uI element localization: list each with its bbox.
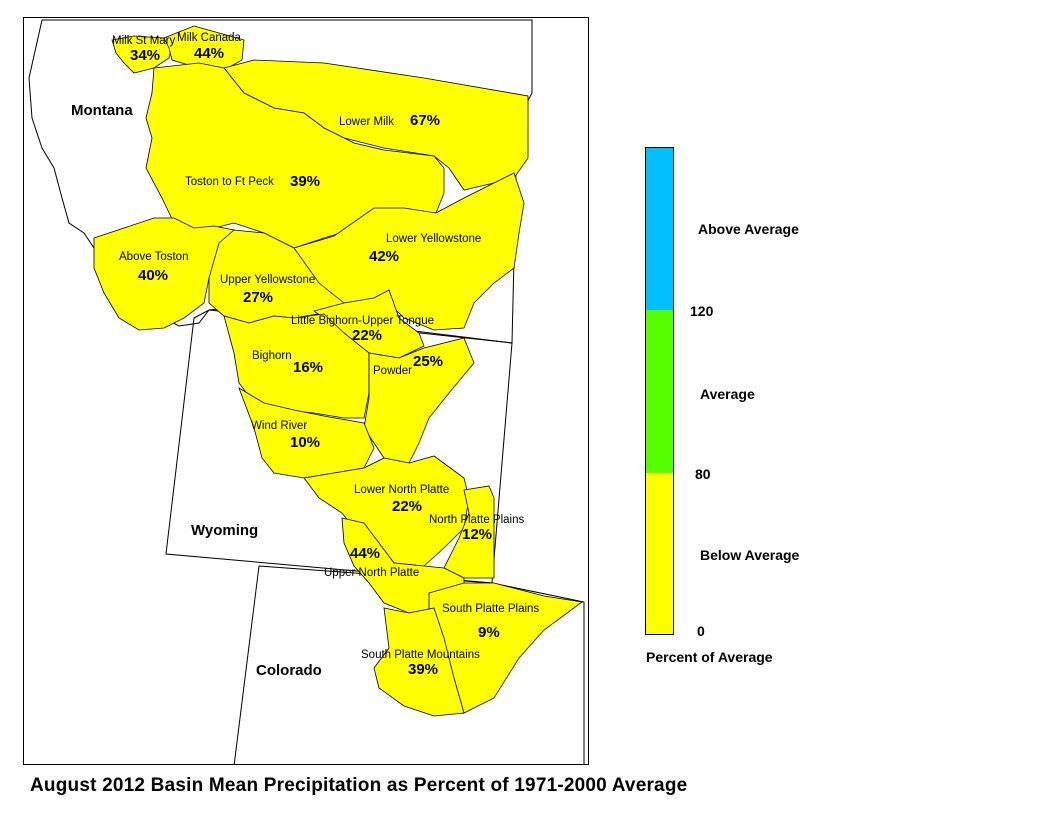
legend-swatch-above-average	[646, 148, 673, 310]
basin-name-wind-river: Wind River	[251, 420, 307, 432]
basin-south-platte-mountains	[373, 607, 465, 717]
state-label-wyoming: Wyoming	[191, 522, 258, 539]
basin-name-south-platte-plains: South Platte Plains	[442, 603, 539, 615]
basin-pct-upper-north-platte: 44%	[350, 545, 380, 562]
basin-name-north-platte-plains: North Platte Plains	[429, 514, 524, 526]
basin-pct-powder: 25%	[413, 353, 443, 370]
legend-tick-80: 80	[695, 466, 711, 482]
basin-name-upper-yellowstone: Upper Yellowstone	[220, 274, 315, 286]
basin-name-above-toston: Above Toston	[119, 251, 188, 263]
basin-name-powder: Powder	[373, 365, 412, 377]
legend-tick-0: 0	[697, 623, 705, 639]
basin-name-lower-yellowstone: Lower Yellowstone	[386, 233, 481, 245]
basin-name-little-bighorn: Little Bighorn-Upper Tongue	[291, 315, 434, 327]
basin-pct-south-platte-plains: 9%	[478, 624, 500, 641]
basin-pct-milk-canada: 44%	[194, 45, 224, 62]
basin-pct-south-platte-mountains: 39%	[408, 661, 438, 678]
basin-name-upper-north-platte: Upper North Platte	[324, 567, 419, 579]
legend-label-average: Average	[700, 386, 755, 402]
basin-upper-yellowstone	[208, 229, 345, 324]
basin-name-bighorn: Bighorn	[252, 350, 292, 362]
basin-name-toston-ft-peck: Toston to Ft Peck	[185, 176, 274, 188]
basin-pct-wind-river: 10%	[290, 434, 320, 451]
legend-color-bar	[645, 147, 674, 635]
basin-pct-above-toston: 40%	[138, 267, 168, 284]
map-title: August 2012 Basin Mean Precipitation as …	[30, 775, 688, 796]
map-frame: Montana Wyoming Colorado Milk St Mary 34…	[23, 17, 589, 765]
basin-pct-little-bighorn: 22%	[352, 327, 382, 344]
basin-pct-lower-yellowstone: 42%	[369, 248, 399, 265]
legend-label-below-average: Below Average	[700, 547, 800, 563]
state-label-colorado: Colorado	[256, 662, 322, 679]
state-label-montana: Montana	[71, 102, 133, 119]
legend-swatch-average	[646, 310, 673, 473]
basin-name-south-platte-mountains: South Platte Mountains	[361, 649, 480, 661]
wyoming-outline	[165, 309, 513, 584]
basin-pct-lower-milk: 67%	[410, 112, 440, 129]
legend-label-above-average: Above Average	[698, 221, 799, 237]
basin-pct-lower-north-platte: 22%	[392, 498, 422, 515]
legend-swatch-below-average	[646, 473, 673, 634]
basin-pct-toston-ft-peck: 39%	[290, 173, 320, 190]
legend-title: Percent of Average	[646, 649, 773, 665]
basin-name-milk-st-mary: Milk St Mary	[112, 35, 176, 47]
basin-milk-st-mary	[111, 35, 173, 74]
basin-name-milk-canada: Milk Canada	[177, 32, 242, 44]
basin-milk-canada	[163, 25, 245, 71]
basin-map: Montana Wyoming Colorado Milk St Mary 34…	[28, 19, 585, 764]
basin-name-lower-milk: Lower Milk	[339, 116, 394, 128]
basin-pct-north-platte-plains: 12%	[462, 526, 492, 543]
basin-name-lower-north-platte: Lower North Platte	[354, 484, 449, 496]
basin-pct-bighorn: 16%	[293, 359, 323, 376]
legend-tick-120: 120	[690, 303, 714, 319]
basin-pct-upper-yellowstone: 27%	[243, 289, 273, 306]
basin-pct-milk-st-mary: 34%	[130, 47, 160, 64]
basin-polygons	[93, 25, 584, 717]
